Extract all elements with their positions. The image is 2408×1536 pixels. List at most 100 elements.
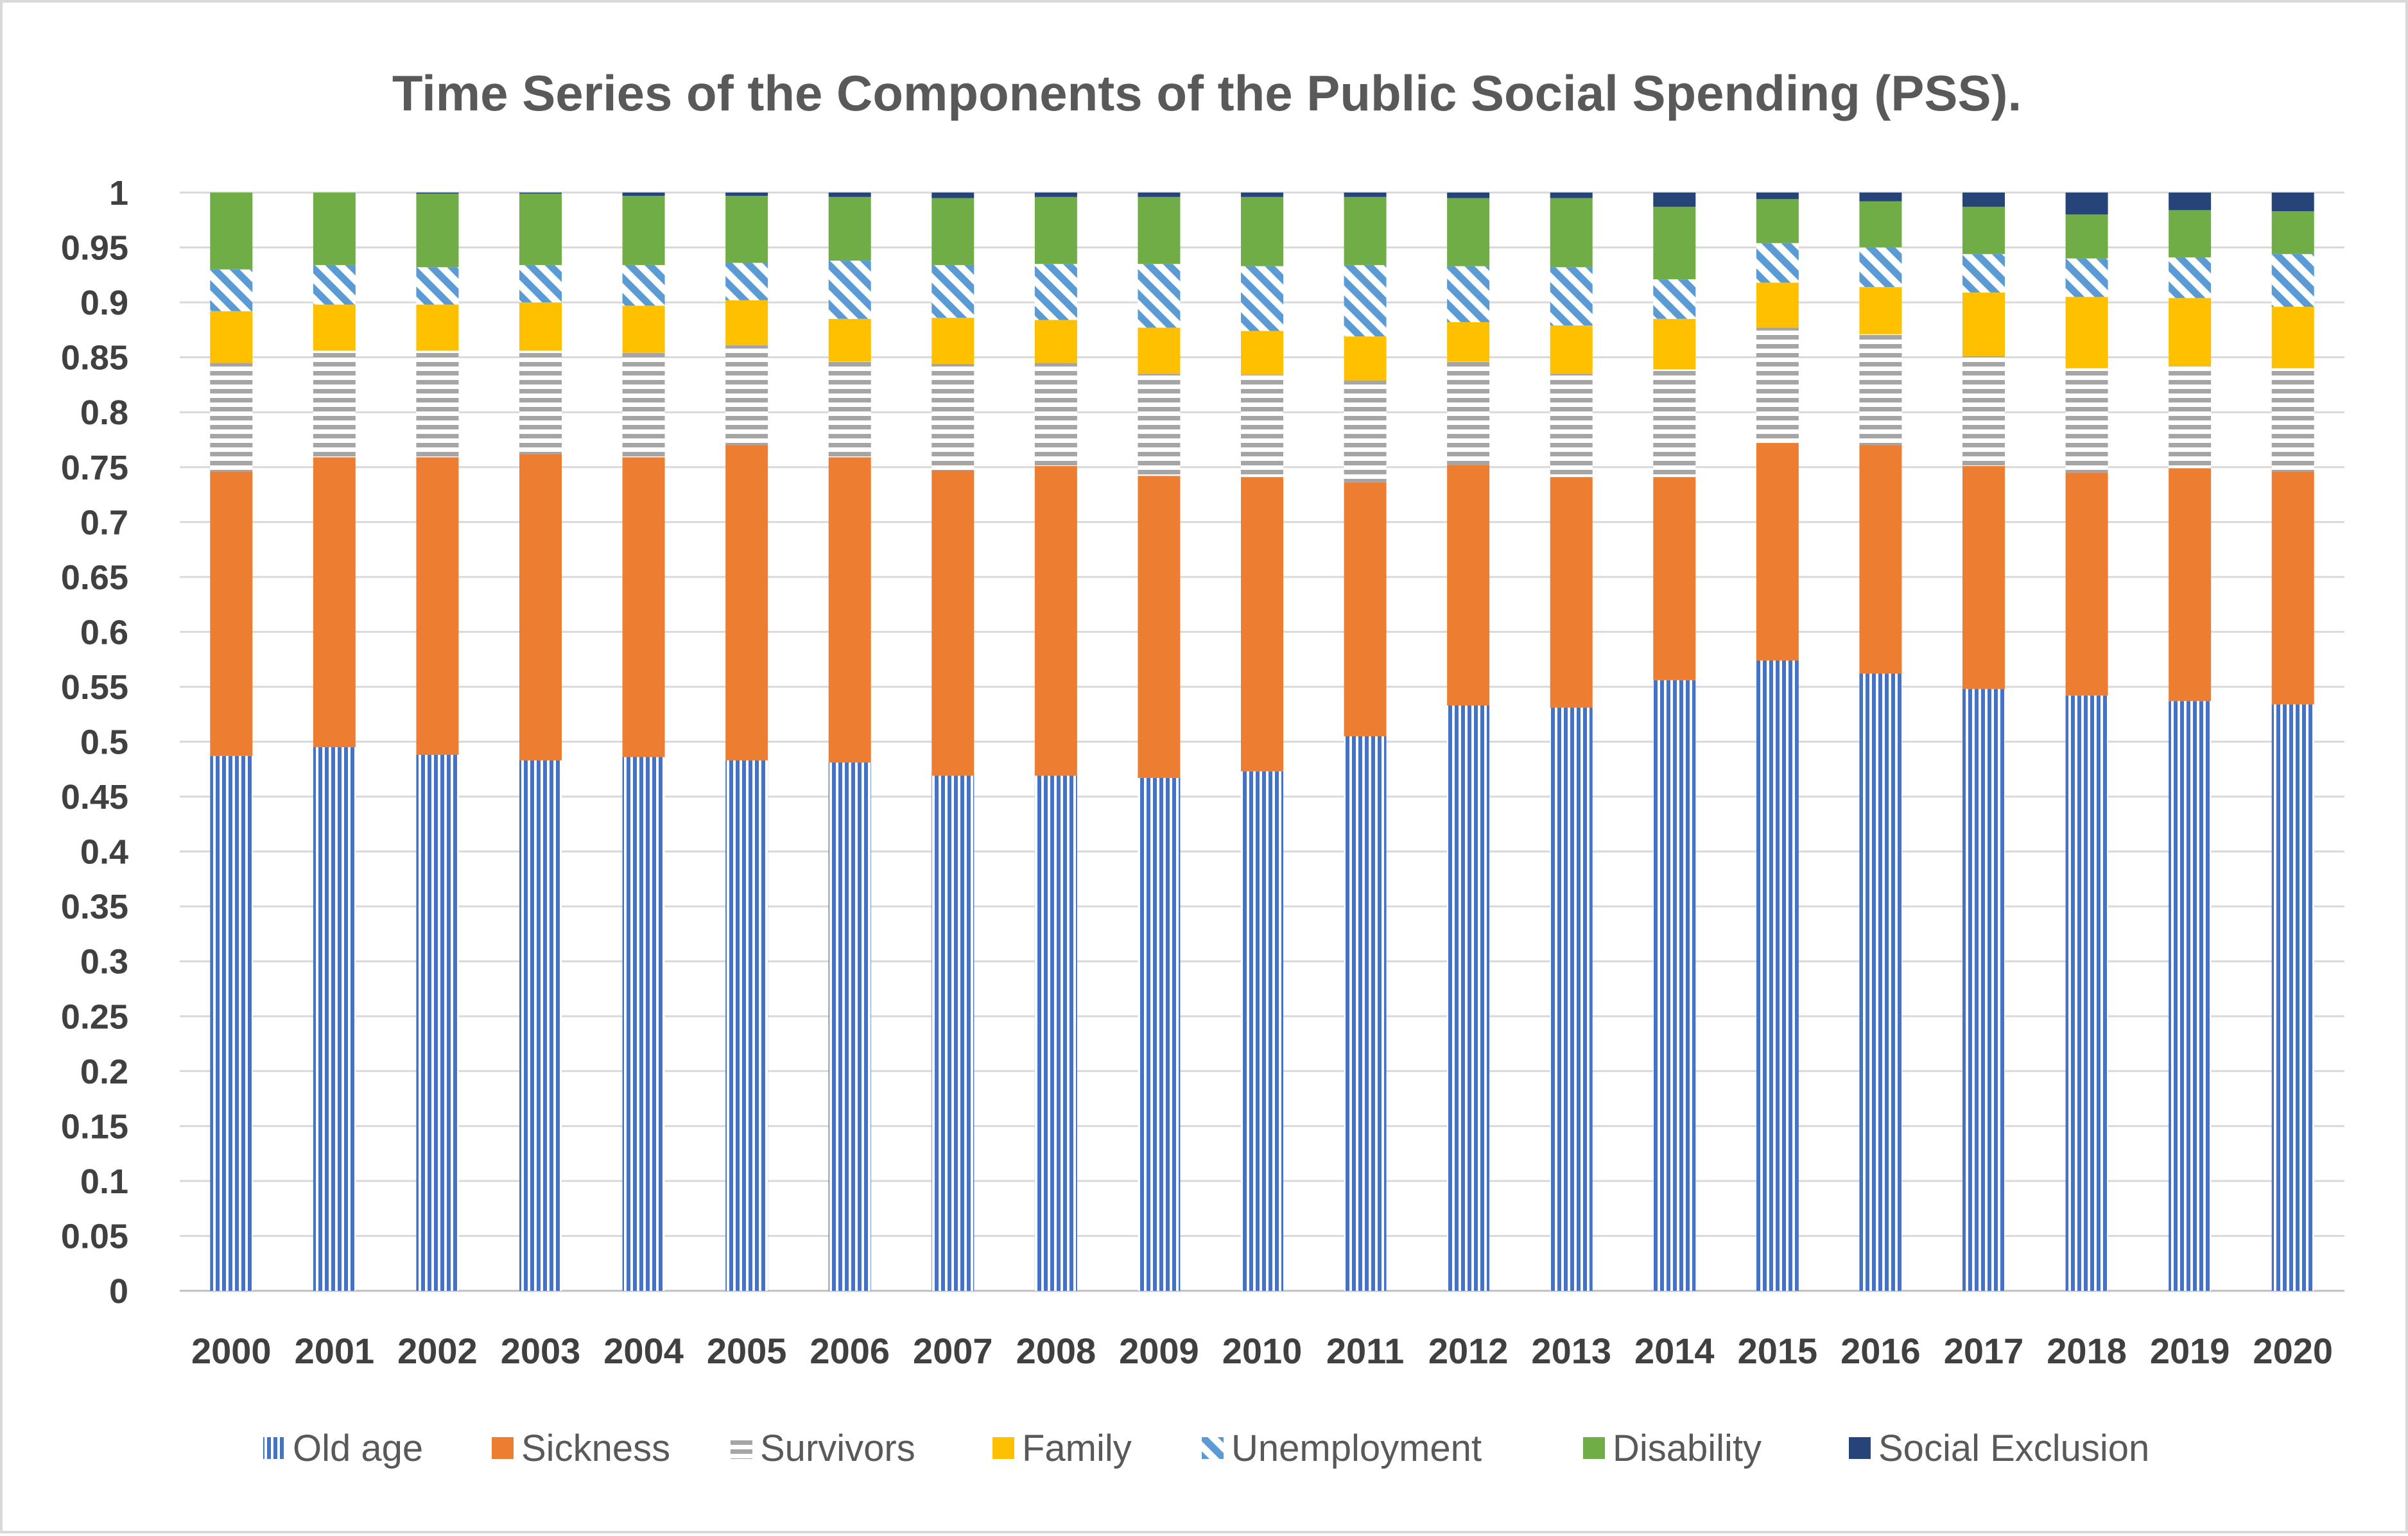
bar-disability-2019 [2169,210,2212,257]
y-tick-label: 0.1 [80,1162,128,1201]
bar-survivors-2017 [1962,356,2005,467]
x-tick-label: 2015 [1738,1331,1818,1371]
x-tick-label: 2019 [2150,1331,2230,1371]
bar-sickness-2000 [210,471,253,756]
legend: Old age Sickness Survivors Family Unemployme… [263,1428,2149,1469]
bar-group-2007 [931,193,974,1291]
bar-family-2007 [931,318,974,364]
bar-disability-2011 [1344,196,1387,265]
bar-disability-2006 [828,196,871,261]
x-tick-label: 2013 [1531,1331,1611,1371]
bar-survivors-2013 [1550,374,1593,478]
bar-group-2019 [2169,193,2212,1291]
bar-survivors-2006 [828,361,871,458]
bar-social-exclusion-2019 [2169,193,2212,211]
bar-sickness-2018 [2065,472,2108,696]
bars [210,193,2314,1291]
y-tick-label: 0 [109,1272,128,1311]
bar-social-exclusion-2013 [1550,193,1593,198]
bar-family-2019 [2169,298,2212,367]
legend-swatch-sickness [492,1437,514,1459]
bar-sickness-2012 [1447,465,1490,706]
bar-family-2016 [1859,287,1902,334]
legend-label: Survivors [760,1428,915,1469]
bar-social-exclusion-2005 [725,193,768,196]
bar-group-2015 [1756,193,1799,1291]
bar-old-age-2004 [622,757,665,1291]
y-tick-label: 0.9 [80,284,128,322]
bar-unemployment-2014 [1653,279,1696,319]
bar-old-age-2007 [931,775,974,1291]
bar-group-2020 [2271,193,2314,1291]
bar-family-2015 [1756,282,1799,328]
bar-survivors-2004 [622,352,665,458]
bar-old-age-2016 [1859,673,1902,1291]
x-tick-label: 2000 [191,1331,272,1371]
bar-group-2009 [1138,193,1181,1291]
bar-old-age-2017 [1962,689,2005,1291]
bar-old-age-2005 [725,760,768,1291]
bar-unemployment-2003 [519,264,562,303]
legend-label: Family [1022,1428,1132,1469]
bar-unemployment-2000 [210,269,253,311]
x-tick-label: 2003 [501,1331,581,1371]
legend-label: Disability [1613,1428,1762,1469]
bar-old-age-2011 [1344,736,1387,1291]
bar-family-2014 [1653,318,1696,370]
bar-social-exclusion-2006 [828,193,871,197]
bar-survivors-2010 [1241,375,1283,478]
bar-sickness-2016 [1859,445,1902,674]
bar-survivors-2020 [2271,368,2314,472]
bar-sickness-2017 [1962,466,2005,689]
x-tick-label: 2010 [1222,1331,1303,1371]
y-tick-label: 0.45 [61,778,128,816]
bar-unemployment-2011 [1344,264,1387,337]
bar-survivors-2014 [1653,369,1696,478]
x-tick-label: 2014 [1634,1331,1715,1371]
y-tick-label: 0.65 [61,558,128,597]
bar-family-2003 [519,302,562,351]
x-tick-label: 2004 [603,1331,684,1371]
bar-survivors-2019 [2169,366,2212,469]
bar-sickness-2002 [416,457,459,755]
bar-old-age-2010 [1241,771,1283,1291]
y-tick-label: 0.55 [61,668,128,707]
bar-sickness-2007 [931,470,974,776]
bar-sickness-2003 [519,454,562,761]
bar-survivors-2003 [519,350,562,454]
bar-disability-2004 [622,196,665,265]
bar-unemployment-2016 [1859,247,1902,288]
bar-group-2013 [1550,193,1593,1291]
bar-disability-2007 [931,198,974,265]
x-tick-label: 2007 [913,1331,993,1371]
bar-old-age-2006 [828,763,871,1291]
bar-unemployment-2015 [1756,243,1799,283]
y-tick-label: 0.25 [61,997,128,1036]
bar-disability-2005 [725,196,768,263]
bar-social-exclusion-2007 [931,193,974,198]
bar-old-age-2020 [2271,704,2314,1291]
bar-sickness-2014 [1653,477,1696,680]
y-tick-label: 0.7 [80,503,128,542]
bar-disability-2000 [210,193,253,270]
bar-social-exclusion-2020 [2271,193,2314,212]
y-tick-label: 0.4 [80,833,128,872]
bar-family-2001 [313,304,356,351]
legend-swatch-disability [1583,1437,1605,1459]
bar-family-2011 [1344,336,1387,381]
bar-old-age-2018 [2065,695,2108,1291]
bar-unemployment-2018 [2065,258,2108,297]
bar-disability-2020 [2271,211,2314,254]
bar-group-2004 [622,193,665,1291]
bar-survivors-2009 [1138,374,1181,476]
bar-unemployment-2012 [1447,266,1490,322]
bar-unemployment-2013 [1550,267,1593,326]
bar-unemployment-2005 [725,263,768,300]
legend-swatch-unemployment [1202,1437,1224,1459]
bar-sickness-2019 [2169,468,2212,702]
bar-social-exclusion-2017 [1962,193,2005,207]
bar-unemployment-2004 [622,264,665,306]
x-tick-label: 2009 [1119,1331,1199,1371]
bar-group-2018 [2065,193,2108,1291]
bar-survivors-2012 [1447,361,1490,465]
